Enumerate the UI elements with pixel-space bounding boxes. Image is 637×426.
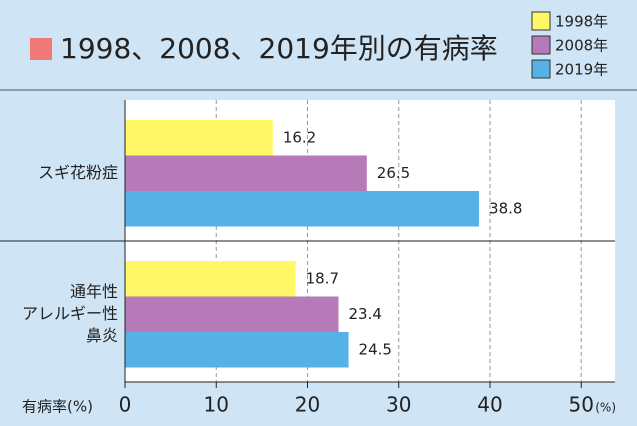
- value-label: 38.8: [489, 199, 522, 217]
- legend-label: 2008年: [555, 37, 608, 55]
- bar: [125, 155, 367, 191]
- x-axis-label: 有病率(%): [22, 398, 93, 416]
- value-label: 18.7: [306, 269, 339, 287]
- x-tick-label: 10: [204, 393, 229, 417]
- legend-swatch: [531, 11, 551, 31]
- category-label: 通年性 アレルギー性 鼻炎: [21, 282, 118, 346]
- x-tick-label: 30: [386, 393, 411, 417]
- x-tick-label: 0: [119, 393, 132, 417]
- bar: [125, 261, 296, 297]
- legend-swatch: [531, 35, 551, 55]
- legend-label: 1998年: [555, 13, 608, 31]
- bar: [125, 332, 349, 368]
- value-label: 26.5: [377, 164, 410, 182]
- value-label: 24.5: [359, 340, 392, 358]
- bar: [125, 120, 273, 156]
- value-label: 23.4: [349, 305, 382, 323]
- bar: [125, 191, 480, 227]
- chart-title: 1998、2008、2019年別の有病率: [60, 32, 498, 65]
- value-label: 16.2: [283, 128, 316, 146]
- title-marker: [30, 38, 52, 60]
- bar: [125, 296, 339, 332]
- x-tick-label: 50: [569, 393, 594, 417]
- category-label: スギ花粉症: [37, 163, 118, 183]
- legend-label: 2019年: [555, 61, 608, 79]
- x-tick-label: 20: [295, 393, 320, 417]
- x-unit: (%): [595, 401, 616, 415]
- x-tick-label: 40: [477, 393, 502, 417]
- legend-swatch: [531, 59, 551, 79]
